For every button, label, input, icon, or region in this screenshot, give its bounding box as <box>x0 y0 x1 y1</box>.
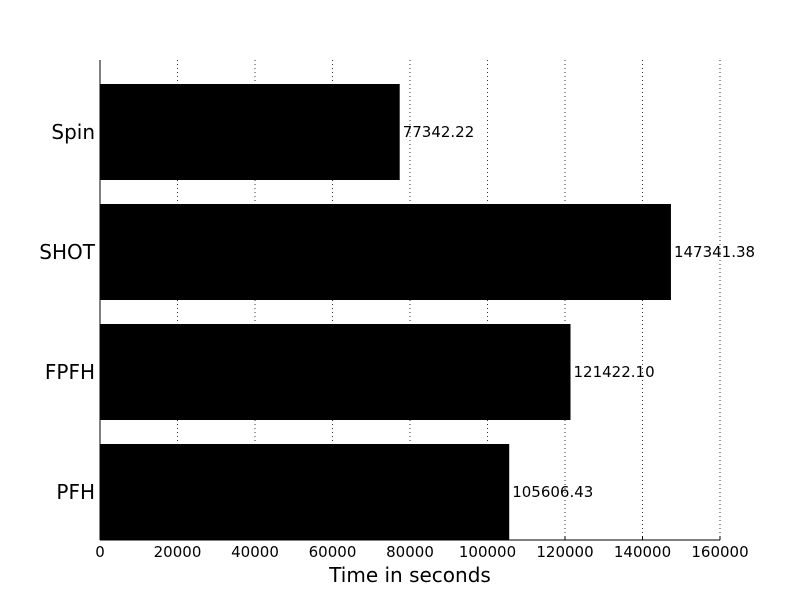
category-label: SHOT <box>39 240 95 264</box>
x-tick-label: 20000 <box>154 543 202 561</box>
x-tick-label: 80000 <box>386 543 434 561</box>
x-tick-label: 100000 <box>459 543 516 561</box>
category-labels: Spin SHOT FPFH PFH <box>39 120 95 504</box>
value-label: 105606.43 <box>512 483 593 501</box>
value-label: 77342.22 <box>403 123 475 141</box>
x-axis-title: Time in seconds <box>328 563 491 587</box>
bar <box>100 444 510 540</box>
x-tick-label: 40000 <box>231 543 279 561</box>
value-label: 121422.10 <box>574 363 655 381</box>
category-label: Spin <box>51 120 95 144</box>
category-label: FPFH <box>45 360 95 384</box>
bar <box>100 324 571 420</box>
x-tick-label: 160000 <box>691 543 748 561</box>
category-label: PFH <box>56 480 95 504</box>
x-tick-label: 0 <box>95 543 105 561</box>
x-tick-label: 60000 <box>309 543 357 561</box>
x-tick-label: 140000 <box>614 543 671 561</box>
x-tick-label: 120000 <box>536 543 593 561</box>
x-tick-labels: 0 20000 40000 60000 80000 100000 120000 140000 1… <box>95 536 749 561</box>
value-label: 147341.38 <box>674 243 755 261</box>
value-labels: 77342.22 147341.38 121422.10 105606.43 <box>403 123 755 501</box>
bar <box>100 204 671 300</box>
bar <box>100 84 400 180</box>
bars <box>100 84 671 540</box>
